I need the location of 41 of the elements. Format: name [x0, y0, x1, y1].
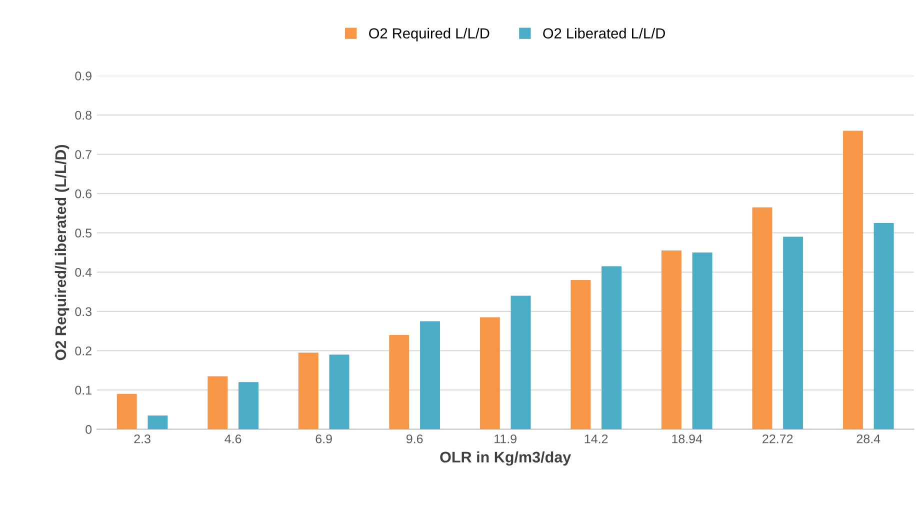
legend-label: O2 Required L/L/D	[369, 28, 490, 42]
bar	[329, 354, 350, 430]
x-axis-title: OLR in Kg/m3/day	[440, 451, 572, 466]
x-tick-label: 18.94	[672, 434, 702, 444]
x-tick-label: 6.9	[316, 434, 332, 444]
x-tick-label: 4.6	[224, 434, 242, 444]
bar	[420, 321, 440, 430]
bar	[116, 394, 137, 430]
y-tick-label: 0	[86, 425, 92, 434]
bar	[692, 252, 712, 430]
bar	[480, 317, 500, 430]
x-tick-label: 14.2	[584, 434, 608, 444]
y-axis-title: O2 Required/Liberated (L/L/D)	[54, 145, 70, 360]
bar	[238, 382, 258, 430]
bar	[148, 416, 168, 430]
bar	[661, 250, 682, 430]
bar	[570, 280, 591, 430]
x-tick-label: 22.72	[762, 434, 793, 444]
y-tick-label: 0.1	[75, 386, 92, 395]
x-tick-label: 2.3	[134, 434, 150, 444]
bar	[752, 207, 772, 430]
legend-label: O2 Liberated L/L/D	[543, 28, 665, 39]
bar	[842, 130, 863, 430]
bar	[510, 296, 531, 430]
bar	[783, 236, 804, 430]
y-tick-label: 0.2	[75, 346, 92, 356]
y-tick-label: 0.9	[75, 72, 92, 80]
bar	[208, 376, 228, 430]
y-tick-label: 0.6	[75, 189, 92, 198]
bar	[874, 223, 894, 430]
y-tick-label: 0.4	[75, 268, 92, 277]
y-tick-label: 0.8	[75, 110, 92, 120]
bar	[298, 352, 318, 430]
x-tick-label: 11.9	[494, 434, 516, 444]
y-tick-label: 0.5	[75, 228, 92, 238]
bar	[389, 334, 410, 430]
y-tick-label: 0.7	[75, 150, 92, 159]
x-tick-label: 28.4	[856, 434, 880, 444]
bar	[602, 266, 622, 430]
x-tick-label: 9.6	[406, 434, 423, 444]
y-tick-label: 0.3	[75, 307, 92, 316]
